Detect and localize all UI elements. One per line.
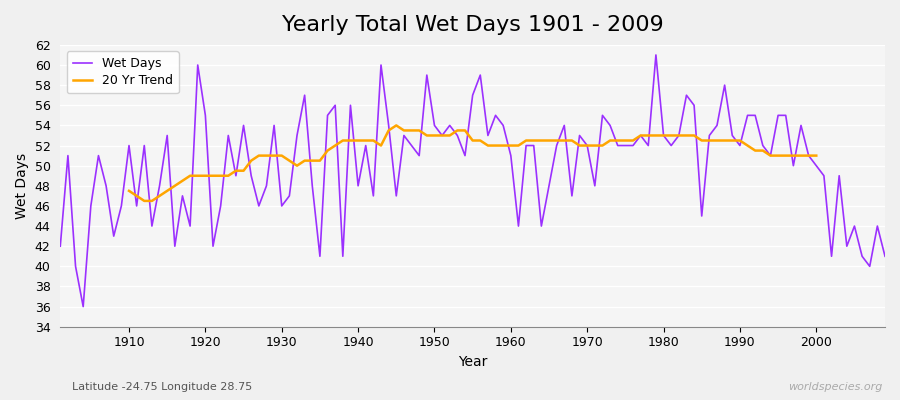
20 Yr Trend [719,138,730,143]
Legend: Wet Days, 20 Yr Trend: Wet Days, 20 Yr Trend [67,51,179,93]
Wet Days [651,52,661,57]
Line: Wet Days: Wet Days [60,55,885,306]
20 Yr Trend [307,158,318,163]
Title: Yearly Total Wet Days 1901 - 2009: Yearly Total Wet Days 1901 - 2009 [282,15,663,35]
Y-axis label: Wet Days: Wet Days [15,153,29,219]
20 Yr Trend [292,163,302,168]
20 Yr Trend [391,123,401,128]
Line: 20 Yr Trend: 20 Yr Trend [129,126,816,201]
Text: Latitude -24.75 Longitude 28.75: Latitude -24.75 Longitude 28.75 [72,382,252,392]
Wet Days [879,254,890,259]
Wet Days [506,153,517,158]
Wet Days [292,133,302,138]
Wet Days [77,304,88,309]
Wet Days [123,143,134,148]
Wet Days [513,224,524,228]
20 Yr Trend [536,138,547,143]
20 Yr Trend [215,173,226,178]
20 Yr Trend [139,198,149,203]
X-axis label: Year: Year [458,355,487,369]
Wet Days [605,123,616,128]
Text: worldspecies.org: worldspecies.org [788,382,882,392]
Wet Days [55,244,66,248]
20 Yr Trend [811,153,822,158]
20 Yr Trend [123,188,134,193]
20 Yr Trend [803,153,814,158]
Wet Days [338,254,348,259]
